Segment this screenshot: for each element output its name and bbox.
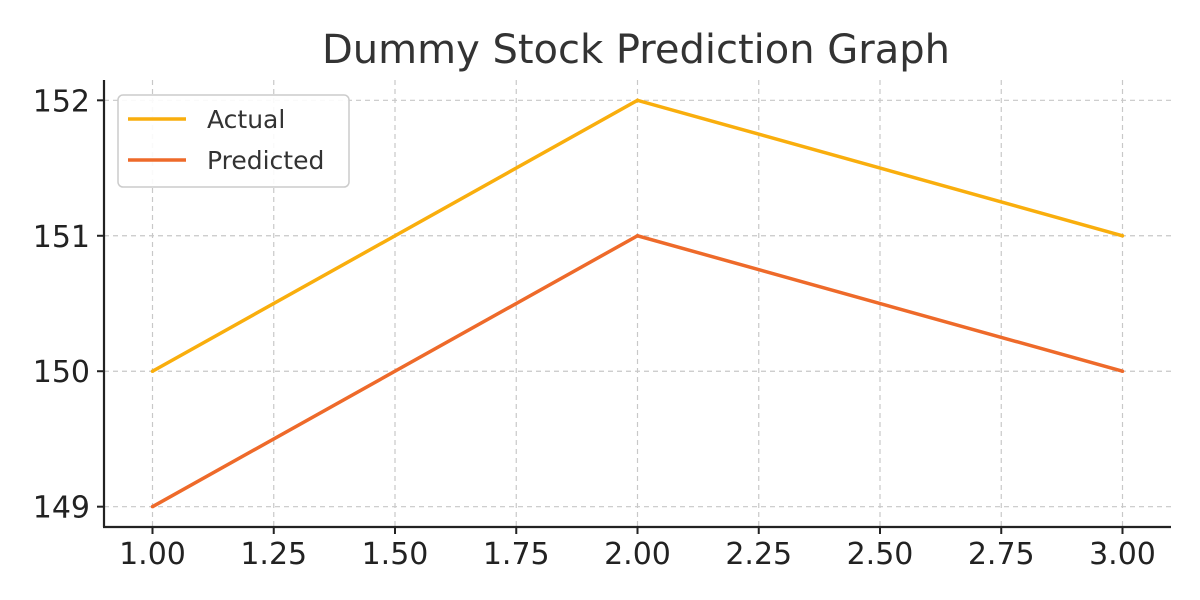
data-point-predicted xyxy=(1120,369,1125,373)
series-lines xyxy=(150,98,1125,509)
tick-labels: 1.00 1.25 1.50 1.75 2.00 2.25 2.50 2.75 3.00 149 1… xyxy=(33,84,1156,572)
x-tick-label: 2.50 xyxy=(847,537,914,572)
x-tick-label: 2.75 xyxy=(968,537,1035,572)
y-tick-label: 151 xyxy=(33,220,90,255)
x-tick-label: 1.75 xyxy=(483,537,550,572)
x-tick-label: 3.00 xyxy=(1089,537,1156,572)
x-tick-label: 2.25 xyxy=(725,537,792,572)
chart-title: Dummy Stock Prediction Graph xyxy=(322,27,950,73)
x-tick-label: 2.00 xyxy=(604,537,671,572)
legend-label-actual: Actual xyxy=(207,105,285,134)
y-tick-label: 149 xyxy=(33,491,90,526)
data-point-predicted xyxy=(150,504,155,509)
data-point-actual xyxy=(1120,234,1125,238)
y-tick-label: 150 xyxy=(33,355,90,390)
legend-label-predicted: Predicted xyxy=(207,146,324,175)
data-point-predicted xyxy=(635,234,640,238)
y-tick-label: 152 xyxy=(33,84,90,119)
x-tick-label: 1.25 xyxy=(240,537,307,572)
data-point-actual xyxy=(635,98,640,103)
x-tick-label: 1.00 xyxy=(119,537,186,572)
data-point-actual xyxy=(150,369,155,373)
legend: Actual Predicted xyxy=(117,94,350,188)
x-tick-label: 1.50 xyxy=(362,537,429,572)
